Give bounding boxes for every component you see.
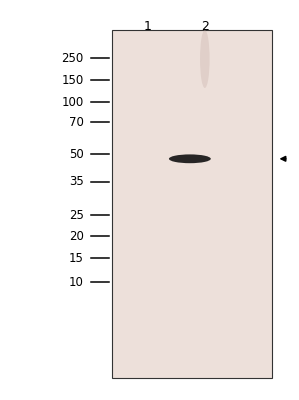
Text: 2: 2 [201, 20, 209, 32]
Text: 100: 100 [62, 96, 84, 108]
Text: 15: 15 [69, 252, 84, 264]
Bar [112, 30, 272, 378]
Text: 20: 20 [69, 230, 84, 242]
Text: 70: 70 [69, 116, 84, 128]
Ellipse shape [169, 154, 211, 163]
Text: 25: 25 [69, 209, 84, 222]
Text: 10: 10 [69, 276, 84, 288]
Ellipse shape [200, 30, 210, 88]
Text: 150: 150 [62, 74, 84, 86]
Text: 50: 50 [69, 148, 84, 160]
Text: 35: 35 [69, 176, 84, 188]
Text: 1: 1 [144, 20, 152, 32]
Text: 250: 250 [62, 52, 84, 64]
